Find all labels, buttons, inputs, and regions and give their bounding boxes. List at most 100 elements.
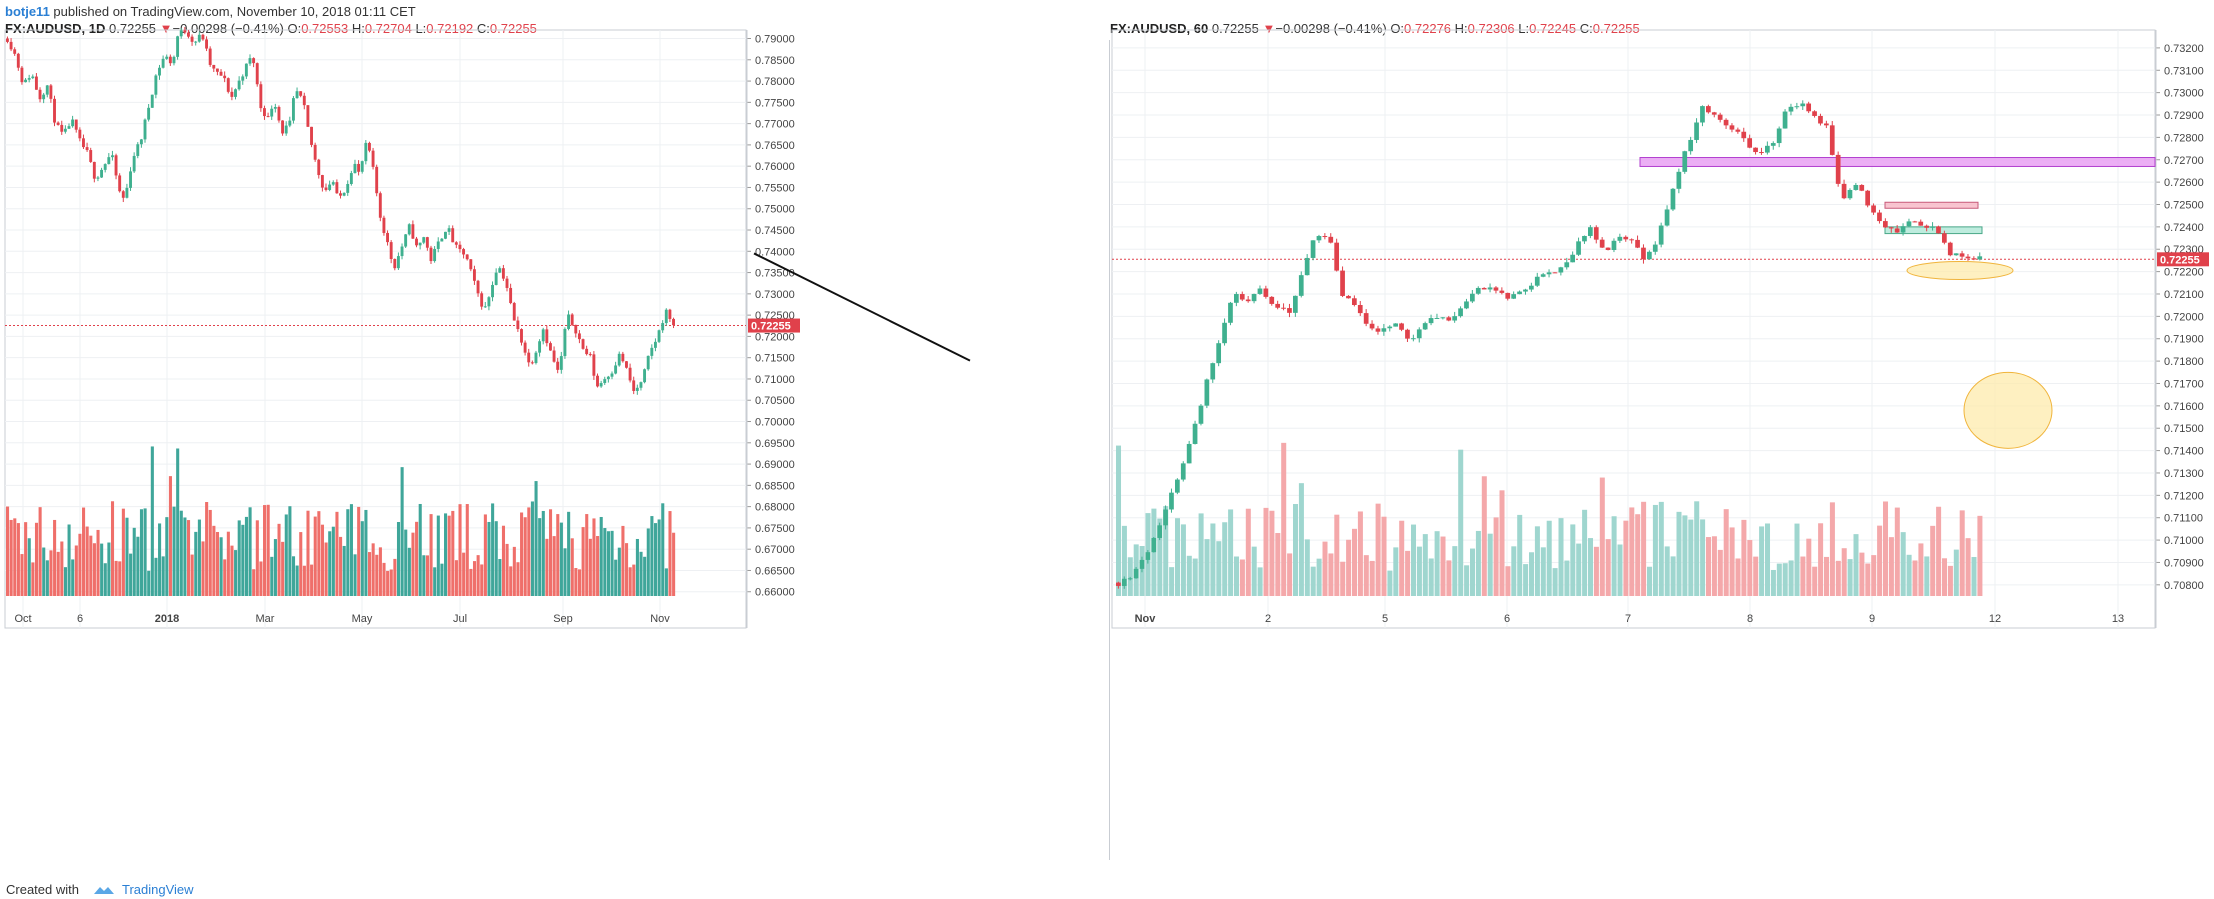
candle-body xyxy=(187,32,190,37)
left-close: 0.72255 xyxy=(489,21,537,36)
volume-bar xyxy=(183,517,187,596)
volume-bar xyxy=(71,559,75,596)
candle-body xyxy=(34,76,38,90)
volume-bar xyxy=(400,467,404,596)
right-symbol[interactable]: FX:AUDUSD, 60 xyxy=(1110,21,1209,36)
candle-body xyxy=(255,63,259,85)
volume-bar xyxy=(212,525,216,596)
x-tick-label: 5 xyxy=(1382,613,1388,625)
volume-bar xyxy=(1647,566,1653,596)
volume-bar xyxy=(201,541,205,596)
candle-body xyxy=(596,375,599,387)
candle-body xyxy=(1411,338,1416,340)
volume-bar xyxy=(320,524,325,596)
candle-body xyxy=(1529,285,1534,290)
candle-body xyxy=(1298,275,1304,296)
volume-bar xyxy=(165,517,169,596)
volume-bar xyxy=(339,536,343,596)
volume-bar xyxy=(1641,501,1647,596)
volume-bar xyxy=(407,547,411,596)
volume-bar xyxy=(284,514,288,596)
candle-body xyxy=(1499,290,1505,293)
candle-body xyxy=(226,78,230,92)
candle-body xyxy=(179,30,183,37)
candle-body xyxy=(465,254,469,260)
footer-brand[interactable]: TradingView xyxy=(122,882,194,897)
candle-body xyxy=(646,355,650,370)
volume-bar xyxy=(1959,510,1965,596)
candle-body xyxy=(132,155,136,172)
x-tick-label: Nov xyxy=(650,613,670,625)
volume-bar xyxy=(1245,508,1251,596)
candle-body xyxy=(1947,242,1953,256)
tradingview-logo-icon[interactable] xyxy=(93,883,115,894)
volume-bar xyxy=(1475,530,1481,596)
candle-body xyxy=(411,224,415,239)
candle-body xyxy=(215,68,219,72)
y-tick-label: 0.68500 xyxy=(755,480,795,492)
candle-body xyxy=(1782,111,1788,129)
volume-bar xyxy=(1729,527,1735,596)
candle-body xyxy=(9,41,13,50)
volume-bar xyxy=(147,570,151,596)
volume-bar xyxy=(1676,511,1682,596)
candle-body xyxy=(60,124,64,132)
candle-body xyxy=(154,75,158,95)
x-tick-label: 7 xyxy=(1625,613,1631,625)
candle-body xyxy=(530,362,534,364)
candle-body xyxy=(585,348,589,355)
volume-bar xyxy=(1180,524,1186,596)
volume-bar xyxy=(1900,532,1906,596)
candle-body xyxy=(53,98,56,123)
x-tick-label: May xyxy=(352,613,373,625)
candle-body xyxy=(331,182,335,185)
candle-body xyxy=(56,122,60,125)
candle-body xyxy=(1393,323,1399,327)
candle-body xyxy=(1275,303,1281,308)
candle-body xyxy=(610,373,614,377)
candle-body xyxy=(1234,294,1239,303)
candle-body xyxy=(1729,125,1735,130)
candle-body xyxy=(63,128,67,132)
candle-body xyxy=(429,247,433,262)
volume-bar xyxy=(617,547,621,596)
volume-bar xyxy=(357,506,361,596)
y-tick-label: 0.66000 xyxy=(755,587,795,599)
volume-bar xyxy=(1464,565,1470,596)
volume-bar xyxy=(244,516,248,596)
candle-body xyxy=(603,379,607,384)
volume-bar xyxy=(646,528,650,596)
x-tick-label: 6 xyxy=(1504,613,1510,625)
candle-body xyxy=(606,376,610,380)
volume-bar xyxy=(60,541,64,596)
last-price-badge xyxy=(748,318,800,333)
volume-bar xyxy=(1700,519,1706,596)
volume-bar xyxy=(1116,445,1122,596)
candle-body xyxy=(165,56,169,59)
candle-body xyxy=(501,268,505,279)
volume-bar xyxy=(382,562,386,596)
candle-body xyxy=(588,354,592,356)
candle-body xyxy=(299,91,303,96)
candle-body xyxy=(328,184,332,190)
volume-bar xyxy=(1387,570,1393,596)
volume-bar xyxy=(527,507,531,596)
candle-body xyxy=(1936,226,1941,234)
candle-body xyxy=(433,248,437,262)
volume-bar xyxy=(1287,553,1293,596)
author-link[interactable]: botje11 xyxy=(5,4,50,19)
candle-body xyxy=(1853,184,1859,190)
candle-body xyxy=(1204,379,1210,406)
volume-bar xyxy=(277,523,281,596)
y-tick-label: 0.75000 xyxy=(755,204,795,216)
candle-body xyxy=(1293,295,1298,313)
candle-body xyxy=(1717,114,1723,120)
candle-body xyxy=(82,138,85,148)
volume-bar xyxy=(1759,526,1765,596)
volume-bar xyxy=(393,558,397,596)
y-tick-label: 0.78000 xyxy=(755,76,795,88)
y-tick-label: 0.66500 xyxy=(755,565,795,577)
panel-separator xyxy=(1109,40,1110,860)
volume-bar xyxy=(1157,518,1163,596)
